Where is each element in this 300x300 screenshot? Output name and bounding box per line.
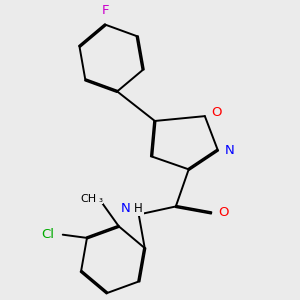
- Text: F: F: [102, 4, 109, 17]
- Text: H: H: [134, 202, 143, 215]
- Text: O: O: [211, 106, 221, 119]
- Text: ₃: ₃: [98, 194, 102, 204]
- Text: N: N: [120, 202, 130, 215]
- Text: O: O: [218, 206, 229, 219]
- Text: Cl: Cl: [41, 228, 54, 241]
- Text: CH: CH: [80, 194, 96, 204]
- Text: N: N: [225, 143, 235, 157]
